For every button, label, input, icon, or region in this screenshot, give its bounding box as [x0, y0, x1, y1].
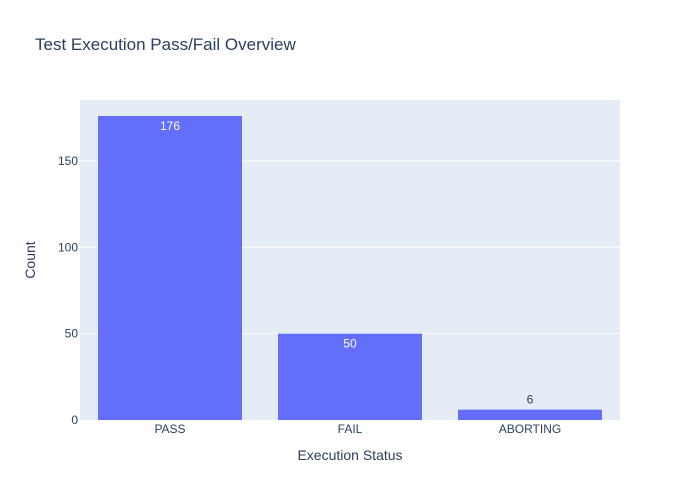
bar-pass[interactable] — [98, 115, 242, 421]
x-axis-ticks: PASS FAIL ABORTING — [154, 422, 561, 436]
x-tick-label: ABORTING — [499, 422, 561, 436]
data-label: 6 — [527, 393, 534, 407]
data-label: 176 — [160, 119, 180, 133]
x-tick-label: FAIL — [338, 422, 363, 436]
y-axis-title: Count — [22, 241, 38, 278]
chart-title: Test Execution Pass/Fail Overview — [35, 35, 296, 54]
y-tick-label: 100 — [58, 240, 78, 254]
data-label: 50 — [343, 337, 357, 351]
data-labels: 176 50 6 — [160, 119, 534, 407]
x-tick-label: PASS — [154, 422, 185, 436]
x-axis-title: Execution Status — [297, 447, 402, 463]
y-axis-ticks: 0 50 100 150 — [58, 154, 78, 427]
y-tick-label: 50 — [65, 327, 79, 341]
y-tick-label: 150 — [58, 154, 78, 168]
bars — [98, 115, 602, 421]
y-tick-label: 0 — [71, 413, 78, 427]
bar-fail[interactable] — [278, 333, 422, 420]
bar-aborting[interactable] — [458, 409, 602, 420]
